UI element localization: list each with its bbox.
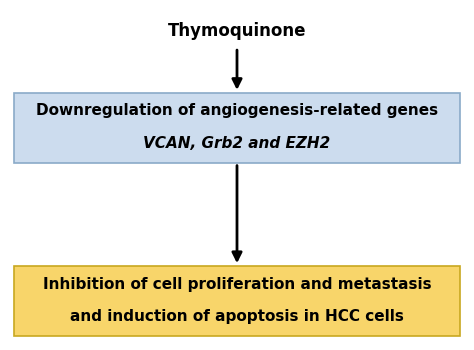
Text: Inhibition of cell proliferation and metastasis: Inhibition of cell proliferation and met… <box>43 277 431 292</box>
Text: Thymoquinone: Thymoquinone <box>168 22 306 41</box>
FancyBboxPatch shape <box>14 266 460 336</box>
FancyBboxPatch shape <box>14 93 460 163</box>
Text: and induction of apoptosis in HCC cells: and induction of apoptosis in HCC cells <box>70 309 404 324</box>
Text: VCAN, Grb2 and EZH2: VCAN, Grb2 and EZH2 <box>143 136 331 151</box>
Text: Downregulation of angiogenesis-related genes: Downregulation of angiogenesis-related g… <box>36 104 438 118</box>
